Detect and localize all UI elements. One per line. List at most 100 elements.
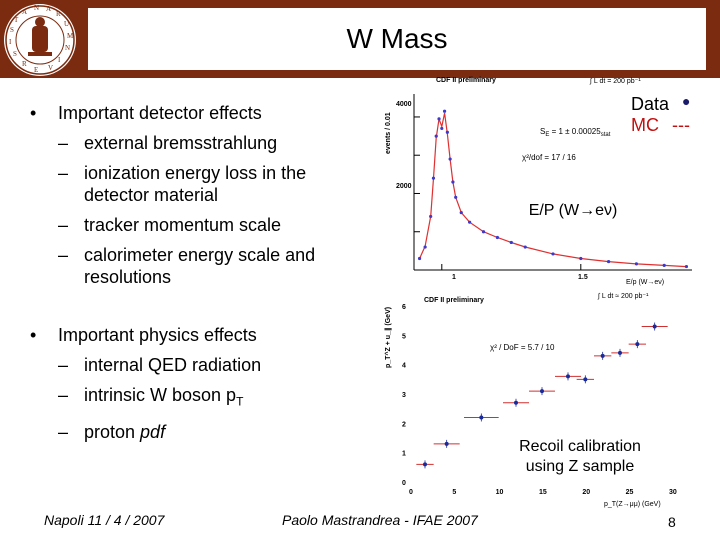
legend-data: Data ●: [631, 93, 691, 114]
chart-lumi: ∫ L dt ≈ 200 pb⁻¹: [597, 293, 649, 300]
data-point: [634, 262, 638, 266]
data-point: [579, 256, 583, 261]
y-tick-label: 0: [402, 480, 406, 487]
data-point: [442, 109, 447, 113]
x-tick-label: 20: [582, 489, 590, 496]
data-point: [451, 180, 455, 184]
university-seal-icon: STA N AR UMN IVE RSI: [4, 4, 76, 76]
data-point: [423, 462, 427, 467]
chi2-label: χ²/dof = 17 / 16: [522, 153, 576, 162]
ep-chart: CDF II preliminary ∫ L dt = 200 pb⁻¹ eve…: [385, 77, 692, 286]
data-point: [431, 176, 436, 180]
data-marker-icon: ●: [682, 93, 691, 109]
x-tick-label: 1: [452, 274, 456, 281]
data-point: [437, 117, 441, 121]
y-tick-label: 5: [402, 333, 406, 340]
data-point: [495, 235, 499, 240]
y-tick-label: 6: [402, 304, 406, 311]
svg-text:V: V: [48, 64, 53, 72]
se-result: SE = 1 ± 0.00025stat: [540, 127, 611, 138]
physics-effects-heading: Important physics effects: [28, 324, 328, 346]
x-tick-label: 0: [409, 489, 413, 496]
list-item: – external bremsstrahlung: [58, 133, 278, 153]
chart-header: CDF II preliminary: [424, 297, 484, 304]
x-axis-label: p_T(Z→μμ) (GeV): [604, 501, 661, 508]
chart-header: CDF II preliminary: [436, 77, 496, 84]
x-tick-label: 10: [496, 489, 504, 496]
data-point: [459, 211, 463, 215]
svg-text:M: M: [67, 32, 74, 40]
recoil-caption-line2: using Z sample: [525, 458, 635, 475]
data-point: [514, 400, 518, 405]
legend-mc: MC ---: [631, 115, 690, 135]
data-point: [434, 134, 438, 138]
data-point: [551, 252, 555, 256]
svg-text:N: N: [34, 4, 39, 12]
footer-date: Napoli 11 / 4 / 2007: [44, 512, 165, 528]
data-point: [635, 342, 640, 347]
data-point: [662, 263, 666, 268]
svg-text:I: I: [58, 56, 61, 64]
data-point: [509, 240, 513, 245]
y-tick-label: 2: [402, 421, 406, 428]
list-item: – proton pdf: [58, 421, 166, 442]
recoil-caption: Recoil calibration using Z sample: [494, 437, 666, 477]
svg-text:E: E: [34, 66, 38, 74]
data-point: [618, 350, 622, 355]
x-tick-label: 30: [669, 489, 677, 496]
list-item: – internal QED radiation: [58, 355, 262, 375]
svg-text:R: R: [56, 10, 61, 18]
chart-legend: Data ● MC ---: [631, 93, 691, 135]
footer-author: Paolo Mastrandrea - IFAE 2007: [282, 512, 478, 528]
svg-text:S: S: [10, 26, 14, 34]
slide-title: W Mass: [346, 23, 448, 54]
y-axis-label: events / 0.01: [385, 112, 392, 154]
list-item: – tracker momentum scale: [58, 215, 282, 235]
svg-text:A: A: [22, 8, 27, 16]
page-number: 8: [668, 514, 676, 530]
y-tick-label: 4: [402, 363, 406, 370]
x-axis-label: E/p (W→eν): [626, 279, 664, 286]
data-point: [440, 126, 444, 131]
data-point: [600, 353, 605, 358]
y-tick-label: 3: [402, 392, 406, 399]
y-tick-label: 1: [402, 451, 406, 458]
data-point: [523, 245, 527, 249]
data-point: [540, 389, 544, 394]
svg-text:I: I: [9, 38, 12, 46]
data-point: [607, 259, 611, 264]
title-box: W Mass: [88, 8, 706, 70]
svg-text:S: S: [13, 50, 17, 58]
ep-caption: E/P (W→eν): [508, 200, 638, 222]
recoil-chart: CDF II preliminary ∫ L dt ≈ 200 pb⁻¹ p_T…: [384, 293, 677, 508]
data-point: [429, 214, 433, 219]
data-point: [566, 374, 570, 379]
mc-series-line: [419, 112, 687, 268]
list-item: – intrinsic W boson pT: [58, 385, 244, 409]
y-tick-label: 4000: [396, 101, 412, 108]
y-axis-label: p_T^Z + u_∥ (GeV): [384, 307, 392, 368]
data-point: [444, 441, 449, 446]
data-point: [454, 195, 458, 199]
chart-lumi: ∫ L dt = 200 pb⁻¹: [589, 78, 641, 85]
svg-text:N: N: [65, 44, 70, 52]
chi2-label: χ² / DoF = 5.7 / 10: [490, 343, 555, 352]
detector-effects-list: Important detector effects –external bre…: [28, 102, 328, 296]
data-point: [481, 230, 486, 234]
data-point: [448, 157, 452, 161]
svg-text:A: A: [46, 5, 51, 13]
recoil-caption-line1: Recoil calibration: [519, 438, 641, 455]
x-tick-label: 25: [626, 489, 634, 496]
data-point: [423, 245, 427, 249]
list-item: – calorimeter energy scale and resolution…: [58, 245, 316, 287]
data-point: [684, 264, 689, 269]
svg-text:U: U: [64, 20, 69, 28]
data-point: [445, 130, 449, 134]
svg-text:T: T: [14, 16, 19, 24]
y-tick-label: 2000: [396, 183, 412, 190]
x-tick-label: 15: [539, 489, 547, 496]
data-point: [468, 220, 472, 224]
data-point: [417, 256, 422, 261]
detector-effects-heading: Important detector effects: [28, 102, 328, 124]
